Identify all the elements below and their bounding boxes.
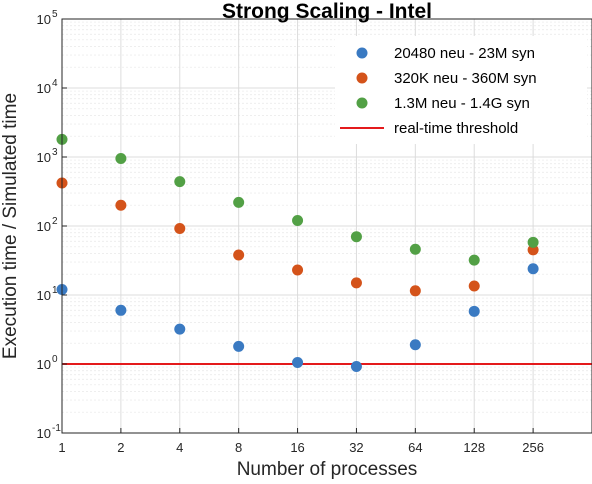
x-tick-label: 256 bbox=[522, 440, 544, 455]
data-point-series-3 bbox=[115, 153, 127, 165]
data-point-series-2 bbox=[292, 264, 304, 276]
legend: 20480 neu - 23M syn 320K neu - 360M syn 1.… bbox=[335, 36, 587, 144]
x-tick-label: 16 bbox=[290, 440, 304, 455]
y-tick-label: 10 bbox=[37, 219, 51, 234]
y-tick-label: 10 bbox=[37, 357, 51, 372]
x-tick-label: 32 bbox=[349, 440, 363, 455]
y-axis-label: Execution time / Simulated time bbox=[0, 93, 21, 359]
legend-label-3: 1.3M neu - 1.4G syn bbox=[394, 95, 530, 112]
data-point-series-1 bbox=[115, 304, 127, 316]
chart-title: Strong Scaling - Intel bbox=[222, 0, 432, 23]
data-point-series-2 bbox=[174, 222, 186, 234]
y-tick-exponent: 4 bbox=[52, 78, 58, 89]
legend-marker-2 bbox=[356, 72, 368, 84]
legend-marker-3 bbox=[356, 97, 368, 109]
data-point-series-2 bbox=[468, 280, 480, 292]
legend-background bbox=[335, 36, 587, 144]
y-tick-exponent: 1 bbox=[52, 285, 58, 296]
y-tick-label: 10 bbox=[37, 150, 51, 165]
data-point-series-3 bbox=[468, 254, 480, 266]
y-tick-label: 10 bbox=[37, 288, 51, 303]
y-tick-label: 10 bbox=[37, 12, 51, 27]
data-point-series-1 bbox=[527, 263, 539, 275]
data-points bbox=[56, 133, 539, 372]
x-tick-label: 1 bbox=[58, 440, 65, 455]
data-point-series-1 bbox=[233, 340, 245, 352]
y-tick-label: 10 bbox=[37, 81, 51, 96]
data-point-series-2 bbox=[233, 249, 245, 261]
data-point-series-3 bbox=[174, 176, 186, 188]
data-point-series-3 bbox=[350, 231, 362, 243]
x-tick-label: 128 bbox=[463, 440, 485, 455]
data-point-series-1 bbox=[350, 360, 362, 372]
data-point-series-1 bbox=[174, 323, 186, 335]
data-point-series-2 bbox=[350, 277, 362, 289]
x-axis-ticks: 1 2 4 8 16 32 64 128 256 bbox=[58, 428, 544, 455]
data-point-series-3 bbox=[409, 243, 421, 255]
data-point-series-1 bbox=[292, 357, 304, 369]
x-tick-label: 8 bbox=[235, 440, 242, 455]
y-tick-exponent: 3 bbox=[52, 147, 58, 158]
x-tick-label: 4 bbox=[176, 440, 183, 455]
x-axis-label: Number of processes bbox=[237, 459, 418, 480]
y-tick-label: 10 bbox=[37, 426, 51, 441]
data-point-series-2 bbox=[527, 244, 539, 256]
data-point-series-1 bbox=[409, 339, 421, 351]
y-tick-exponent: 0 bbox=[52, 354, 58, 365]
legend-marker-1 bbox=[356, 47, 368, 59]
data-point-series-1 bbox=[468, 305, 480, 317]
x-tick-label: 2 bbox=[117, 440, 124, 455]
legend-label-2: 320K neu - 360M syn bbox=[394, 70, 537, 87]
x-tick-label: 64 bbox=[408, 440, 422, 455]
legend-label-4: real-time threshold bbox=[394, 120, 518, 137]
data-point-series-2 bbox=[409, 285, 421, 297]
legend-label-1: 20480 neu - 23M syn bbox=[394, 45, 535, 62]
data-point-series-2 bbox=[115, 199, 127, 211]
y-tick-exponent: -1 bbox=[52, 423, 61, 434]
y-tick-exponent: 5 bbox=[52, 9, 58, 20]
data-point-series-3 bbox=[292, 215, 304, 227]
y-tick-exponent: 2 bbox=[52, 216, 58, 227]
data-point-series-3 bbox=[527, 236, 539, 248]
data-point-series-3 bbox=[233, 196, 245, 208]
